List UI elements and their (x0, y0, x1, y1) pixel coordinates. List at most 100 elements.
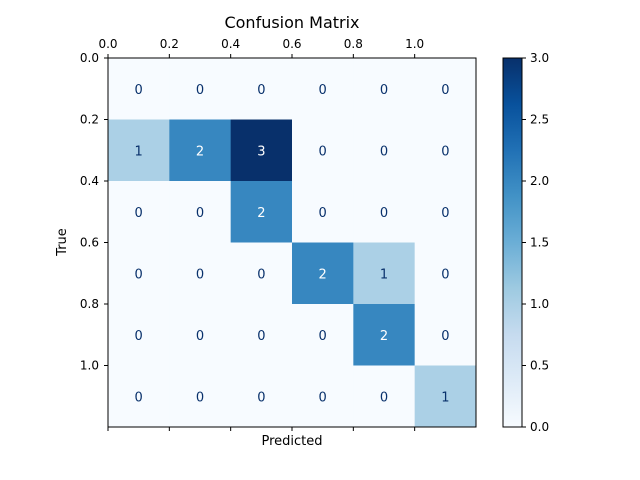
y-tick-label: 1.0 (80, 359, 99, 373)
chart-title: Confusion Matrix (224, 13, 359, 32)
heatmap-cell (292, 242, 354, 305)
heatmap-cell (108, 304, 170, 366)
heatmap-cell (292, 304, 354, 366)
cell-value-label: 0 (196, 390, 204, 405)
cell-value-label: 0 (380, 206, 388, 221)
cell-value-label: 1 (380, 267, 388, 282)
x-tick-label: 0.0 (98, 37, 117, 51)
cell-value-label: 2 (257, 206, 265, 221)
y-tick-label: 0.2 (80, 113, 99, 127)
heatmap-cell (108, 242, 170, 305)
heatmap-cell (292, 181, 354, 243)
colorbar-tick-label: 3.0 (530, 51, 549, 65)
cell-value-label: 0 (441, 144, 449, 159)
colorbar-tick-label: 2.0 (530, 174, 549, 188)
cell-value-label: 0 (441, 329, 449, 344)
x-tick-label: 0.4 (221, 37, 240, 51)
cell-value-label: 0 (135, 329, 143, 344)
heatmap-cell (230, 365, 293, 428)
cell-value-label: 3 (257, 144, 265, 159)
x-tick-label: 0.6 (282, 37, 301, 51)
heatmap-cell (169, 181, 232, 243)
cell-value-label: 0 (257, 267, 265, 282)
cell-value-label: 0 (135, 83, 143, 98)
cell-value-label: 1 (135, 144, 143, 159)
heatmap-cell (292, 119, 354, 182)
colorbar (502, 57, 523, 428)
y-axis-label: True (55, 228, 70, 257)
heatmap-cell (169, 365, 232, 428)
heatmap-cell (230, 304, 293, 366)
colorbar-tick-label: 0.0 (530, 420, 549, 434)
heatmap-cell (108, 365, 170, 428)
heatmap-cell (230, 181, 293, 243)
heatmap-cell (414, 181, 477, 243)
heatmap-cell (414, 119, 477, 182)
heatmap-cell (169, 242, 232, 305)
cell-value-label: 0 (196, 329, 204, 344)
cell-value-label: 0 (441, 83, 449, 98)
cell-value-label: 0 (319, 144, 327, 159)
cell-value-label: 0 (135, 267, 143, 282)
y-tick-label: 0.4 (80, 174, 99, 188)
x-tick-label: 0.2 (160, 37, 179, 51)
cell-value-label: 0 (257, 390, 265, 405)
heatmap-cell (230, 242, 293, 305)
cell-value-label: 0 (196, 267, 204, 282)
heatmap-cell (353, 119, 416, 182)
x-tick-label: 0.8 (344, 37, 363, 51)
cell-value-label: 0 (196, 206, 204, 221)
heatmap-cell (414, 304, 477, 366)
cell-value-label: 2 (319, 267, 327, 282)
y-tick-label: 0.6 (80, 236, 99, 250)
colorbar-tick-label: 1.5 (530, 236, 549, 250)
cell-value-label: 0 (196, 83, 204, 98)
y-tick-label: 0.8 (80, 297, 99, 311)
heatmap-cell (353, 181, 416, 243)
cell-value-label: 0 (319, 390, 327, 405)
cell-value-label: 0 (319, 329, 327, 344)
heatmap-cell (353, 365, 416, 428)
heatmap-cells (108, 58, 477, 428)
cell-value-label: 0 (319, 83, 327, 98)
heatmap-cell (353, 304, 416, 366)
heatmap-cell (292, 58, 354, 120)
heatmap-cell (353, 58, 416, 120)
cell-value-label: 0 (135, 206, 143, 221)
heatmap-cell (414, 242, 477, 305)
y-axis-ticks: 0.0 0.2 0.4 0.6 0.8 1.0 (80, 51, 108, 373)
x-tick-label: 1.0 (405, 37, 424, 51)
cell-value-label: 0 (380, 83, 388, 98)
y-tick-label: 0.0 (80, 51, 99, 65)
cell-value-label: 0 (441, 206, 449, 221)
heatmap-cell (353, 242, 416, 305)
colorbar-ticks: 0.0 0.5 1.0 1.5 2.0 2.5 3.0 (522, 51, 549, 434)
heatmap-cell (230, 119, 293, 182)
cell-value-label: 0 (319, 206, 327, 221)
heatmap-cell (169, 304, 232, 366)
cell-value-label: 2 (380, 329, 388, 344)
cell-value-label: 0 (257, 329, 265, 344)
heatmap-cell (292, 365, 354, 428)
cell-value-label: 0 (135, 390, 143, 405)
cell-value-label: 1 (441, 390, 449, 405)
x-axis-ticks: 0.0 0.2 0.4 0.6 0.8 1.0 (98, 37, 424, 431)
cell-value-label: 0 (380, 144, 388, 159)
heatmap-cell (169, 119, 232, 182)
heatmap-cell (108, 119, 170, 182)
cell-value-label: 0 (441, 267, 449, 282)
heatmap-cell (108, 181, 170, 243)
heatmap-cell (414, 365, 477, 428)
heatmap-cell (108, 58, 170, 120)
cell-value-labels: 0 0 0 0 0 0 1 2 3 0 0 0 0 0 2 0 0 0 0 0 0 2 1 0 0 0 0 0 2 0 0 0 0 0 0 1 (135, 83, 450, 406)
colorbar-tick-label: 0.5 (530, 359, 549, 373)
cell-value-label: 0 (380, 390, 388, 405)
cell-value-label: 0 (257, 83, 265, 98)
colorbar-tick-label: 2.5 (530, 113, 549, 127)
x-axis-label: Predicted (261, 434, 322, 449)
heatmap-cell (169, 58, 232, 120)
colorbar-tick-label: 1.0 (530, 297, 549, 311)
heatmap-cell (230, 58, 293, 120)
heatmap-cell (414, 58, 477, 120)
